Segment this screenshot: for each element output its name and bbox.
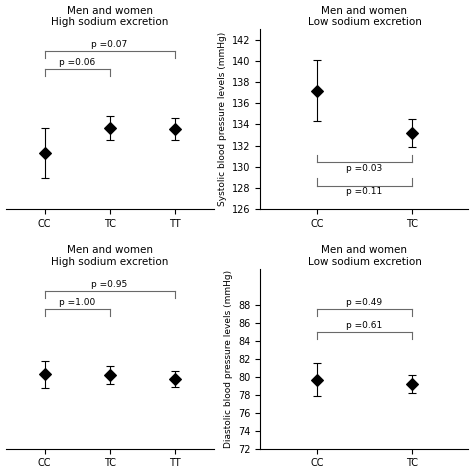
Text: p =0.07: p =0.07 (91, 40, 128, 49)
Text: p =0.03: p =0.03 (346, 164, 383, 173)
Title: Men and women
High sodium excretion: Men and women High sodium excretion (51, 246, 168, 267)
Text: p =0.06: p =0.06 (59, 58, 95, 67)
Title: Men and women
High sodium excretion: Men and women High sodium excretion (51, 6, 168, 27)
Y-axis label: Systolic blood pressure levels (mmHg): Systolic blood pressure levels (mmHg) (218, 32, 227, 206)
Title: Men and women
Low sodium excretion: Men and women Low sodium excretion (308, 246, 421, 267)
Text: p =0.95: p =0.95 (91, 280, 128, 289)
Y-axis label: Diastolic blood pressure levels (mmHg): Diastolic blood pressure levels (mmHg) (224, 270, 233, 448)
Text: p =0.49: p =0.49 (346, 298, 383, 307)
Text: p =0.61: p =0.61 (346, 321, 383, 330)
Title: Men and women
Low sodium excretion: Men and women Low sodium excretion (308, 6, 421, 27)
Text: p =1.00: p =1.00 (59, 298, 95, 307)
Text: p =0.11: p =0.11 (346, 187, 383, 196)
